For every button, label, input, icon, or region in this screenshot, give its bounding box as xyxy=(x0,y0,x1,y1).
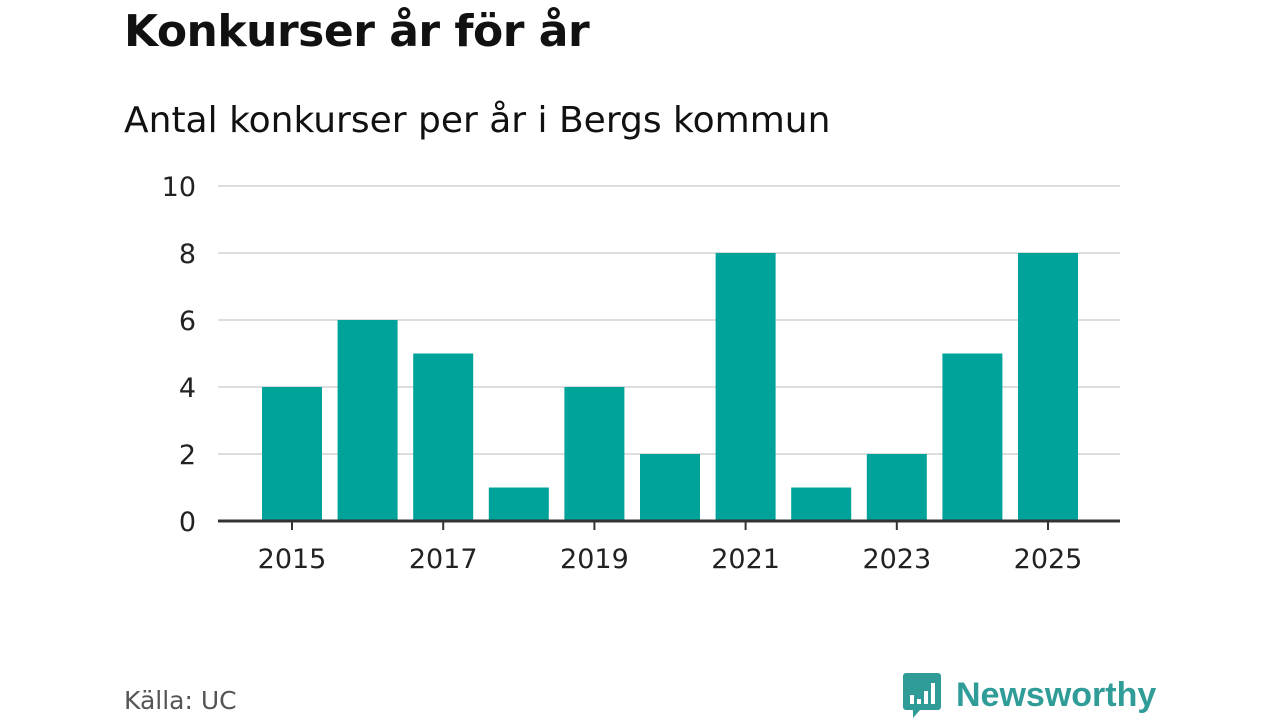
bar-2023 xyxy=(866,454,927,521)
bar-chart-speech-bubble-icon xyxy=(903,673,941,718)
brand-logo: Newsworthy xyxy=(902,671,1156,719)
chart-subtitle: Antal konkurser per år i Bergs kommun xyxy=(124,100,831,141)
y-tick-label: 8 xyxy=(179,239,196,270)
bar-2017 xyxy=(413,353,474,521)
brand-name: Newsworthy xyxy=(956,675,1157,714)
bar-2019 xyxy=(564,387,625,521)
bar-2018 xyxy=(488,487,549,521)
chart-title: Konkurser år för år xyxy=(124,6,590,57)
bar-2021 xyxy=(715,253,776,521)
bar-2016 xyxy=(337,320,398,521)
x-tick-label: 2025 xyxy=(1014,544,1083,575)
bar-2015 xyxy=(262,387,322,521)
x-tick-label: 2017 xyxy=(409,544,478,575)
bars xyxy=(262,253,1078,521)
x-tick-label: 2021 xyxy=(711,544,780,575)
source-note: Källa: UC xyxy=(124,686,237,715)
y-tick-label: 4 xyxy=(179,373,196,404)
x-tick-label: 2019 xyxy=(560,544,629,575)
y-tick-label: 2 xyxy=(179,440,196,471)
bar-2024 xyxy=(942,353,1003,521)
bar-2020 xyxy=(640,454,700,521)
x-tick-label: 2015 xyxy=(258,544,327,575)
y-tick-label: 0 xyxy=(179,507,196,538)
x-axis xyxy=(218,519,1120,530)
x-tick-label: 2023 xyxy=(862,544,931,575)
bar-2022 xyxy=(791,487,852,521)
bar-2025 xyxy=(1018,253,1078,521)
bar-chart: 0 2 4 6 8 10 2015 2017 2019 2021 2023 2025 xyxy=(162,172,1120,575)
y-axis-labels: 0 2 4 6 8 10 xyxy=(162,172,196,538)
x-axis-labels: 2015 2017 2019 2021 2023 2025 xyxy=(258,544,1083,575)
y-tick-label: 6 xyxy=(179,306,196,337)
y-tick-label: 10 xyxy=(162,172,196,203)
